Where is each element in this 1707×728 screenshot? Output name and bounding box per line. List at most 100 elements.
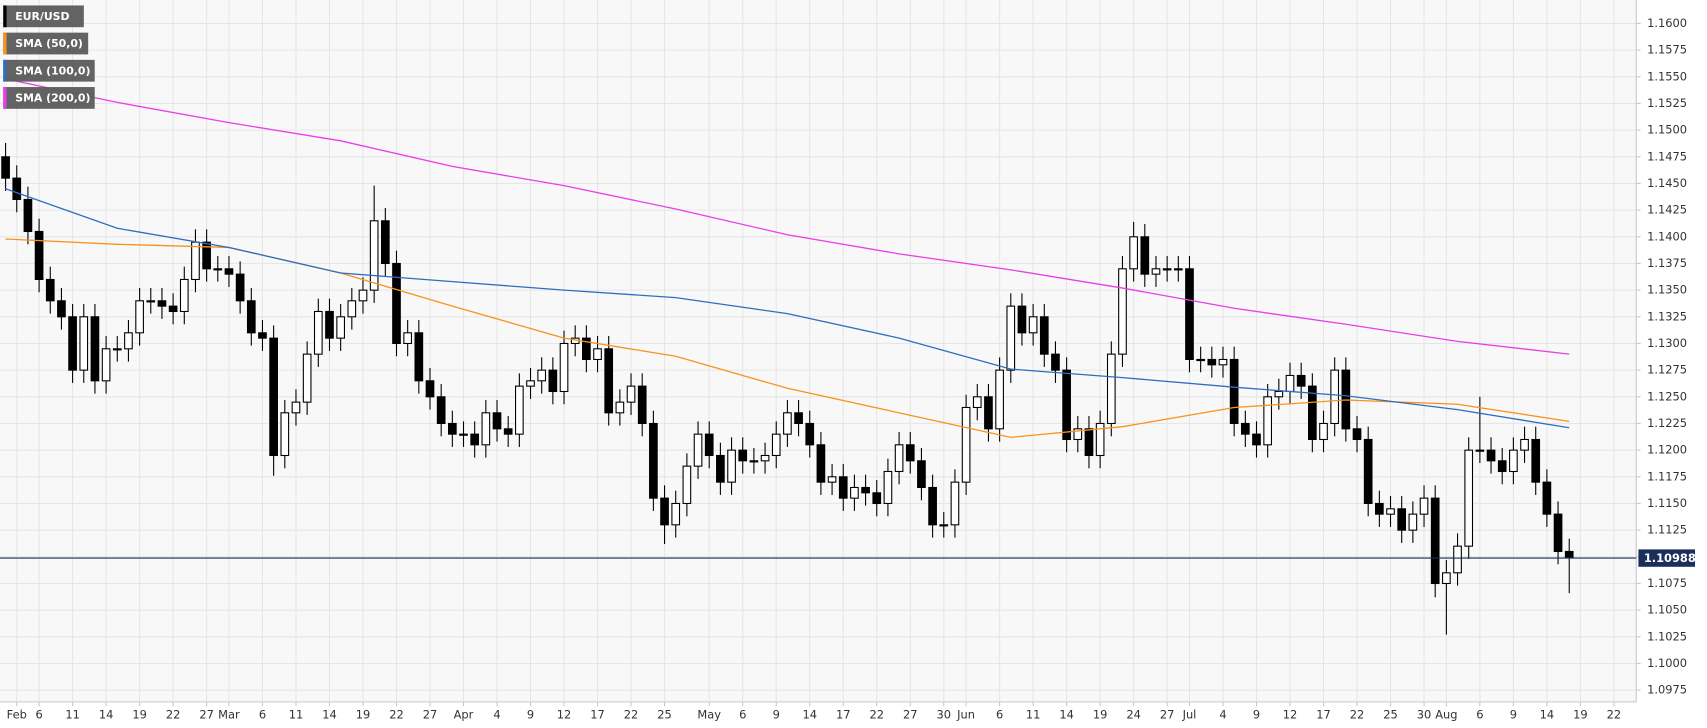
y-tick-label: 1.1275 [1647, 363, 1687, 377]
last-price-box [1638, 549, 1696, 567]
candle-body [582, 337, 591, 361]
candle [1229, 346, 1239, 437]
x-tick-label: 22 [1350, 707, 1365, 721]
candle-body [827, 476, 837, 483]
candle [1129, 221, 1138, 282]
legend-swatch [3, 32, 7, 55]
candle-body [1151, 268, 1161, 275]
candle-body [637, 385, 647, 425]
candle-body [1196, 358, 1205, 362]
candle-body [34, 230, 44, 281]
candle-body [191, 241, 200, 281]
candle-body [269, 337, 278, 457]
candle-body [1564, 550, 1574, 559]
y-tick-label: 1.1425 [1647, 203, 1687, 217]
candle [794, 400, 803, 437]
candle [380, 208, 390, 277]
candle [827, 464, 837, 495]
candle-body [883, 470, 893, 505]
x-tick-label: 17 [836, 707, 851, 721]
candle-body [928, 486, 937, 526]
candle [894, 432, 904, 485]
candle [1307, 373, 1317, 453]
candle [1419, 485, 1429, 527]
candle-body [738, 449, 748, 462]
candle-body [302, 353, 312, 403]
candle-body [593, 348, 602, 361]
candle-body [459, 433, 468, 436]
x-tick-label: 12 [1283, 707, 1298, 721]
legend-box [3, 87, 95, 109]
candle-body [1229, 358, 1239, 425]
y-tick-label: 1.1000 [1647, 656, 1687, 670]
x-tick-label: 19 [1573, 707, 1588, 721]
candle [481, 400, 491, 458]
candle-body [515, 385, 524, 435]
x-tick-label: 30 [937, 707, 952, 721]
candle-body [816, 444, 826, 483]
candle [280, 400, 290, 469]
x-tick-label: 12 [557, 707, 572, 721]
x-tick-label: Apr [454, 707, 474, 721]
y-tick-label: 1.0975 [1647, 683, 1687, 697]
candle [1051, 341, 1060, 383]
candle-body [917, 460, 926, 489]
candle [313, 298, 323, 367]
candle-body [1520, 438, 1529, 451]
x-tick-label: 27 [903, 707, 918, 721]
x-tick-label: 25 [1383, 707, 1398, 721]
y-tick-label: 1.1150 [1647, 496, 1687, 510]
candle-body [1430, 497, 1440, 585]
candle [615, 389, 625, 426]
candle-body [168, 305, 178, 313]
candle [1453, 533, 1462, 586]
candle [838, 464, 848, 511]
candle [1319, 410, 1328, 453]
candle-body [1408, 513, 1418, 531]
candle-body [135, 300, 144, 334]
candle [950, 469, 960, 538]
candle [1531, 426, 1541, 495]
candle-body [1240, 422, 1250, 435]
candle-body [1486, 449, 1496, 462]
candle-body [1285, 374, 1295, 393]
candle-body [1274, 390, 1284, 398]
candle [660, 485, 669, 545]
candle-body [984, 396, 993, 430]
candle-body [213, 268, 223, 271]
candle-body [45, 278, 55, 302]
x-tick-label: 14 [1540, 707, 1555, 721]
x-tick-label: 19 [132, 707, 147, 721]
candle-body [1542, 481, 1552, 515]
candle-body [1185, 268, 1194, 361]
legend-label: SMA (100,0) [15, 64, 90, 77]
y-tick-label: 1.1050 [1647, 603, 1687, 617]
candle [403, 320, 413, 357]
x-tick-label: 30 [1417, 707, 1432, 721]
candle-body [649, 422, 658, 499]
candle-body [90, 316, 100, 382]
candle [1006, 293, 1016, 383]
x-tick-label: 4 [493, 707, 500, 721]
candle-body [872, 492, 882, 505]
y-tick-label: 1.1500 [1647, 123, 1687, 137]
candle [939, 512, 949, 538]
candle-body [124, 332, 133, 350]
x-tick-label: 27 [1160, 707, 1175, 721]
candle [1173, 256, 1183, 282]
candle-body [101, 348, 111, 382]
candle [1073, 416, 1083, 453]
candle [749, 448, 759, 474]
candle [1408, 501, 1418, 543]
candle-body [604, 348, 614, 414]
candle [1520, 426, 1529, 463]
x-tick-label: 6 [739, 707, 746, 721]
candle-body [1039, 316, 1049, 355]
candle-body [1363, 438, 1373, 505]
candle [760, 442, 770, 474]
x-tick-label: 14 [322, 707, 337, 721]
candle [716, 442, 725, 495]
candle [57, 288, 66, 330]
candle [1330, 357, 1340, 437]
